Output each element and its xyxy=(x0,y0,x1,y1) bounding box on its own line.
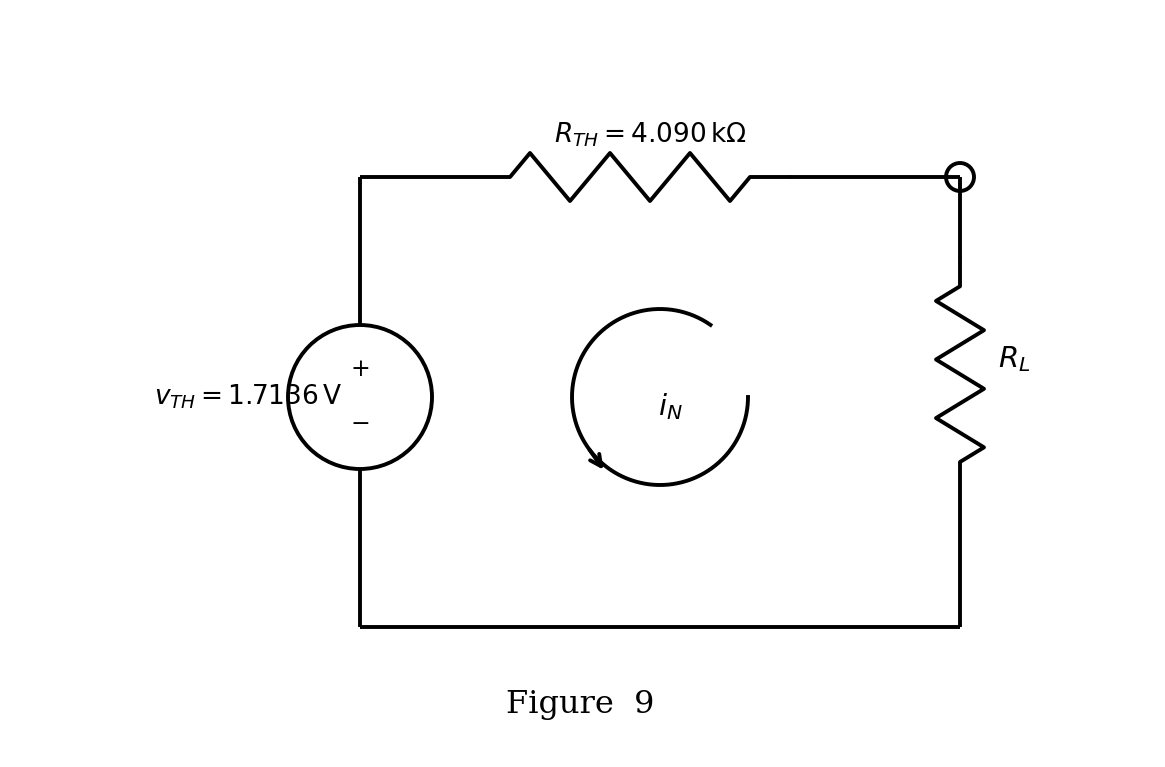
Text: $R_{TH} = 4.090\,\mathrm{k\Omega}$: $R_{TH} = 4.090\,\mathrm{k\Omega}$ xyxy=(553,120,747,149)
Text: $v_{TH} = 1.7136\,\mathrm{V}$: $v_{TH} = 1.7136\,\mathrm{V}$ xyxy=(154,383,343,411)
Text: $i_N$: $i_N$ xyxy=(657,392,683,423)
Circle shape xyxy=(946,163,974,191)
Text: −: − xyxy=(351,413,369,436)
Text: Figure  9: Figure 9 xyxy=(506,690,655,720)
Text: +: + xyxy=(351,358,369,381)
Text: $R_L$: $R_L$ xyxy=(998,344,1030,374)
